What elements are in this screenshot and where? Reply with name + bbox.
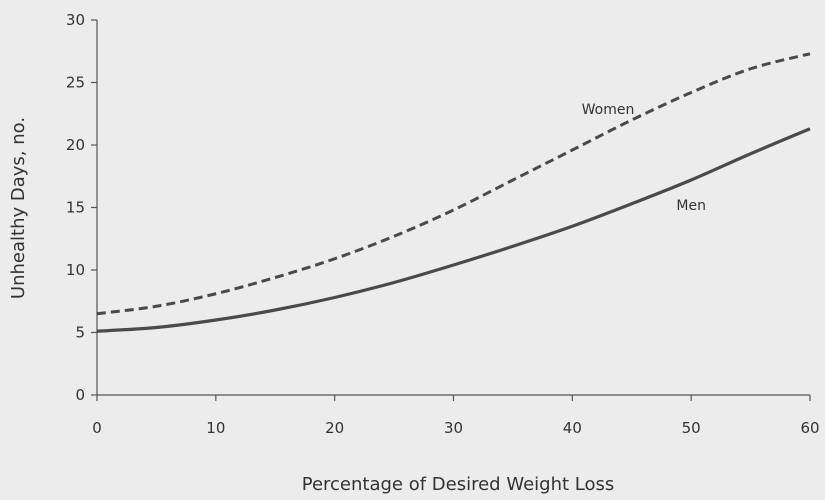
x-tick-label: 0 [92, 419, 102, 437]
y-tick-label: 5 [75, 324, 85, 342]
x-tick-label: 20 [325, 419, 344, 437]
y-tick-label: 30 [66, 11, 85, 29]
y-tick-label: 0 [75, 386, 85, 404]
y-tick-label: 10 [66, 261, 85, 279]
series-line-women [96, 52, 811, 316]
x-axis-label: Percentage of Desired Weight Loss [302, 474, 615, 495]
x-tick-label: 60 [800, 419, 819, 437]
x-tick-label: 10 [206, 419, 225, 437]
chart-annotations: Women Men [582, 102, 706, 214]
series-label-women: Women [582, 102, 635, 118]
series-line-men [96, 127, 811, 333]
x-tick-label: 30 [444, 419, 463, 437]
chart-ticks: 0 5 10 15 20 25 30 0 10 20 30 40 50 60 [66, 11, 820, 437]
x-tick-label: 40 [563, 419, 582, 437]
series-label-men: Men [676, 198, 706, 214]
y-tick-label: 25 [66, 74, 85, 92]
y-tick-label: 15 [66, 199, 85, 217]
chart-series [96, 52, 811, 333]
y-tick-label: 20 [66, 136, 85, 154]
x-tick-label: 50 [682, 419, 701, 437]
y-axis-label: Unhealthy Days, no. [8, 117, 29, 299]
